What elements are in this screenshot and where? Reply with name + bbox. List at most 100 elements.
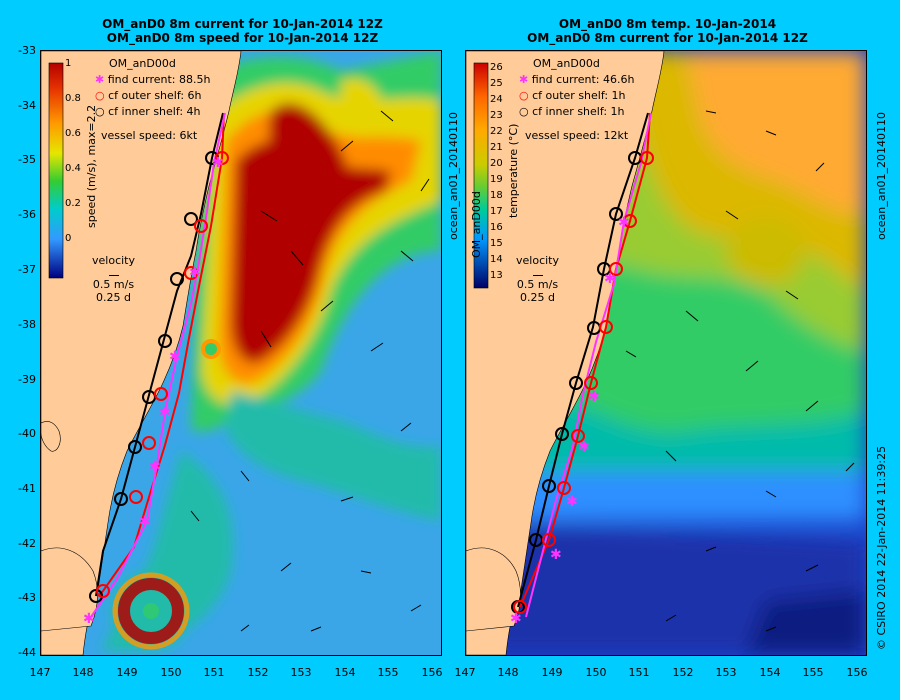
outer-shelf-markers: [96, 151, 229, 598]
lon-tick: 151: [628, 666, 650, 679]
temp-tick-13: 13: [490, 270, 503, 281]
left-vessel-speed: vessel speed: 6kt: [101, 129, 198, 142]
right-title: OM_anD0 8m temp. 10-Jan-2014 OM_anD0 8m …: [465, 17, 870, 45]
right-velocity-time: 0.25 d: [520, 291, 555, 304]
svg-text:✱: ✱: [618, 215, 630, 231]
outer-shelf-track-right: [519, 112, 651, 608]
temp-tick-16: 16: [490, 222, 503, 233]
lon-tick: 148: [497, 666, 519, 679]
right-title-line2: OM_anD0 8m current for 10-Jan-2014 12Z: [527, 31, 808, 45]
temp-tick-21: 21: [490, 142, 503, 153]
lon-tick: 148: [72, 666, 94, 679]
lat-tick: -35: [18, 153, 36, 166]
right-model-label: OM_anD00d: [533, 57, 600, 70]
svg-text:✱: ✱: [149, 459, 161, 475]
left-map-svg: ✱ ✱ ✱ ✱ ✱ ✱ ✱: [41, 51, 441, 655]
credit-label: © CSIRO 2014 22-Jan-2014 11:39:25: [875, 445, 888, 650]
lat-tick: -41: [18, 482, 36, 495]
inner-shelf-icon: ○: [95, 105, 105, 118]
right-find-current: find current: 46.6h: [531, 73, 635, 86]
temp-tick-25: 25: [490, 78, 503, 89]
outer-shelf-markers-right: [513, 151, 654, 614]
left-velocity-arrow: [108, 267, 119, 276]
left-velocity-time: 0.25 d: [96, 291, 131, 304]
warm-core-eddy-ring: [112, 572, 190, 650]
speed-tick-0-4: 0.4: [65, 163, 81, 174]
svg-text:✱: ✱: [159, 405, 171, 421]
lat-tick: -40: [18, 427, 36, 440]
right-map-svg: ✱ ✱ ✱ ✱ ✱ ✱ ✱: [466, 51, 866, 655]
left-legend: OM_anD00d ✱ find current: 88.5h ○ cf out…: [95, 56, 210, 144]
lat-tick: -34: [18, 99, 36, 112]
lon-tick: 154: [334, 666, 356, 679]
inner-shelf-track-right: [517, 112, 649, 608]
speed-tick-0-6: 0.6: [65, 128, 81, 139]
find-current-markers: ✱ ✱ ✱ ✱ ✱ ✱ ✱: [83, 155, 224, 627]
right-vessel-speed: vessel speed: 12kt: [525, 129, 629, 142]
temp-tick-24: 24: [490, 94, 503, 105]
left-speed-map[interactable]: ✱ ✱ ✱ ✱ ✱ ✱ ✱: [40, 50, 442, 656]
right-velocity-label: velocity: [516, 254, 559, 267]
lon-tick: 156: [846, 666, 868, 679]
lon-tick: 149: [116, 666, 138, 679]
right-legend: OM_anD00d ✱ find current: 46.6h ○ cf out…: [519, 56, 634, 144]
left-cf-inner: cf inner shelf: 4h: [108, 105, 201, 118]
left-cf-outer: cf outer shelf: 6h: [108, 89, 202, 102]
inner-shelf-icon-right: ○: [519, 105, 529, 118]
svg-text:✱: ✱: [510, 611, 522, 627]
svg-text:✱: ✱: [169, 349, 181, 365]
lat-tick: -42: [18, 537, 36, 550]
left-title-line2: OM_anD0 8m speed for 10-Jan-2014 12Z: [106, 31, 379, 45]
lat-tick: -39: [18, 373, 36, 386]
land-flinders-island: [41, 421, 61, 452]
temp-tick-20: 20: [490, 158, 503, 169]
svg-text:✱: ✱: [189, 265, 201, 281]
svg-text:✱: ✱: [139, 514, 151, 530]
lon-tick: 152: [247, 666, 269, 679]
svg-text:✱: ✱: [550, 547, 562, 563]
lon-tick: 154: [759, 666, 781, 679]
lat-tick: -44: [18, 646, 36, 659]
left-velocity-scale: 0.5 m/s: [92, 278, 135, 291]
current-vectors-right: [625, 110, 855, 632]
right-model-vertical-label: OM_anD00d: [470, 191, 483, 258]
temp-tick-19: 19: [490, 174, 503, 185]
current-vectors: [190, 110, 430, 632]
svg-text:✱: ✱: [566, 494, 578, 510]
lon-tick: 156: [421, 666, 443, 679]
svg-text:✱: ✱: [83, 611, 95, 627]
lon-tick: 155: [377, 666, 399, 679]
temp-tick-15: 15: [490, 238, 503, 249]
right-velocity-key: velocity 0.5 m/s 0.25 d: [516, 254, 559, 304]
speed-colorbar: [48, 62, 64, 279]
right-title-line1: OM_anD0 8m temp. 10-Jan-2014: [558, 17, 777, 31]
lon-tick: 149: [541, 666, 563, 679]
find-current-track: [90, 112, 226, 618]
land-mainland-right: [466, 51, 665, 655]
lat-tick: -38: [18, 318, 36, 331]
left-panel-side-label: ocean_an01_20140110: [447, 112, 460, 240]
lon-tick: 150: [585, 666, 607, 679]
lon-tick: 153: [715, 666, 737, 679]
svg-text:✱: ✱: [578, 439, 590, 455]
right-temperature-map[interactable]: ✱ ✱ ✱ ✱ ✱ ✱ ✱: [465, 50, 867, 656]
left-velocity-key: velocity 0.5 m/s 0.25 d: [92, 254, 135, 304]
lat-tick: -33: [18, 44, 36, 57]
lon-tick: 155: [802, 666, 824, 679]
temp-tick-26: 26: [490, 62, 503, 73]
left-model-label: OM_anD00d: [109, 57, 176, 70]
lat-tick: -36: [18, 208, 36, 221]
temperature-colorbar: [473, 62, 489, 289]
eddy-centre: [201, 339, 221, 359]
outer-shelf-icon: ○: [95, 89, 105, 102]
svg-text:✱: ✱: [212, 155, 224, 171]
speed-tick-1: 1: [65, 58, 72, 69]
left-title: OM_anD0 8m current for 10-Jan-2014 12Z O…: [40, 17, 445, 45]
svg-text:✱: ✱: [604, 271, 616, 287]
right-panel-side-label: ocean_an01_20140110: [875, 112, 888, 240]
speed-tick-0-2: 0.2: [65, 198, 81, 209]
temp-tick-23: 23: [490, 110, 503, 121]
right-velocity-scale: 0.5 m/s: [516, 278, 559, 291]
lon-tick: 150: [160, 666, 182, 679]
lat-tick: -43: [18, 591, 36, 604]
